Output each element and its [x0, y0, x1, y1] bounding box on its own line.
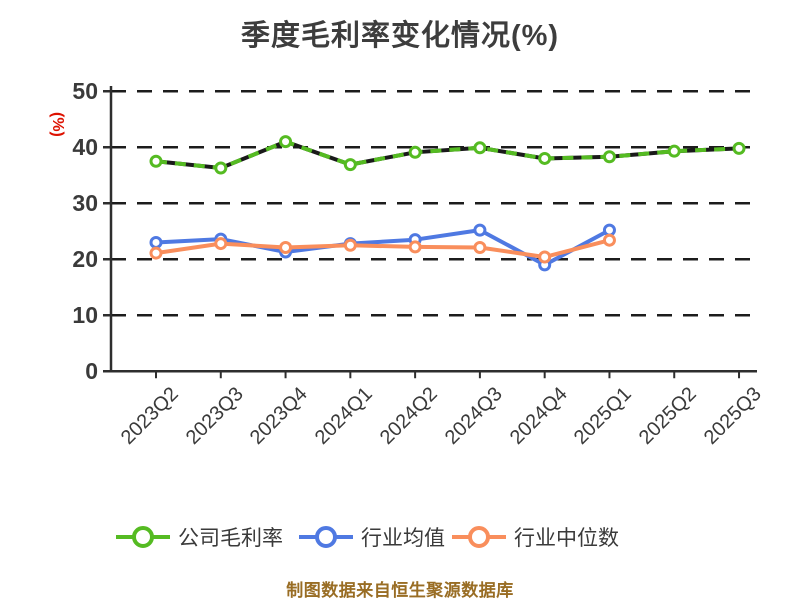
legend-marker-icon: [116, 526, 170, 548]
data-point-marker: [149, 246, 163, 260]
data-point-marker: [214, 237, 228, 251]
data-point-marker: [343, 158, 357, 172]
chart-title: 季度毛利率变化情况(%): [240, 20, 560, 52]
data-point-marker: [732, 141, 746, 155]
data-point-marker: [214, 161, 228, 175]
data-point-marker: [602, 233, 616, 247]
y-tick-label: 50: [72, 78, 98, 105]
legend-item-industry-mean: 行业均值: [299, 522, 445, 552]
data-point-marker: [538, 250, 552, 264]
data-point-marker: [473, 141, 487, 155]
data-point-marker: [602, 223, 616, 237]
legend-item-company-margin: 公司毛利率: [116, 522, 283, 552]
legend-label: 公司毛利率: [178, 527, 283, 550]
y-tick-label: 30: [72, 190, 98, 217]
data-point-marker: [473, 240, 487, 254]
data-point-marker: [473, 223, 487, 237]
legend-label: 行业中位数: [514, 527, 619, 550]
data-point-marker: [408, 145, 422, 159]
legend-label: 行业均值: [361, 527, 445, 550]
series-line: [155, 238, 611, 259]
data-point-marker: [343, 238, 357, 252]
data-point-marker: [149, 154, 163, 168]
y-tick-label: 20: [72, 246, 98, 273]
data-point-marker: [667, 144, 681, 158]
legend: 公司毛利率 行业均值 行业中位数: [0, 522, 800, 554]
legend-marker-icon: [452, 526, 506, 548]
y-tick-label: 10: [72, 302, 98, 329]
data-point-marker: [279, 135, 293, 149]
data-point-marker: [149, 235, 163, 249]
y-tick-label: 40: [72, 134, 98, 161]
series-line: [155, 228, 611, 267]
data-source-note: 制图数据来自恒生聚源数据库: [286, 581, 514, 600]
data-point-marker: [408, 240, 422, 254]
data-point-marker: [602, 150, 616, 164]
series-line: [155, 139, 740, 171]
data-point-marker: [538, 151, 552, 165]
series-line-underlay: [155, 139, 740, 171]
y-tick-label: 0: [85, 358, 98, 385]
legend-marker-icon: [299, 526, 353, 548]
data-point-marker: [279, 240, 293, 254]
legend-item-industry-median: 行业中位数: [452, 522, 619, 552]
